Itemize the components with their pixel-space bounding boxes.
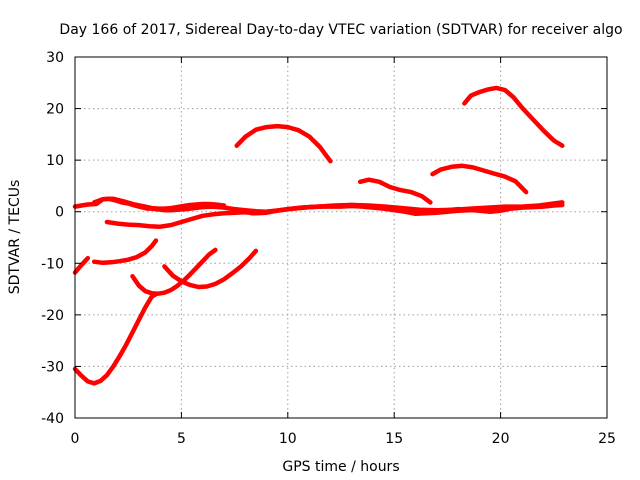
chart-title: Day 166 of 2017, Sidereal Day-to-day VTE… [59, 22, 622, 38]
series-arc-10 [234, 123, 333, 164]
y-tick-label: 0 [55, 205, 64, 221]
x-tick-label: 20 [492, 431, 510, 447]
x-tick-label: 10 [279, 431, 297, 447]
y-axis-label: SDTVAR / TECUs [7, 180, 23, 295]
y-tick-label: 10 [46, 153, 64, 169]
x-tick-label: 15 [385, 431, 403, 447]
series-arc-4 [91, 196, 227, 211]
series-arc-8 [130, 247, 218, 296]
x-tick-label: 5 [177, 431, 186, 447]
series-arc-6 [91, 238, 159, 266]
x-axis-label: GPS time / hours [282, 459, 399, 475]
series-arc-5 [72, 255, 91, 275]
y-tick-label: -30 [41, 359, 64, 375]
y-tick-label: -20 [41, 308, 64, 324]
grid [75, 57, 607, 418]
series-group [72, 85, 565, 386]
series-arc-9 [162, 248, 259, 290]
y-tick-label: 30 [46, 50, 64, 66]
series-arc-7 [72, 291, 159, 386]
x-tick-label: 25 [598, 431, 616, 447]
axis-ticks: 0 5 10 15 20 25 -40 -30 -20 -10 0 10 20 30 [41, 50, 616, 447]
series-arc-11 [357, 177, 433, 205]
y-tick-label: 20 [46, 102, 64, 118]
plot-frame [74, 56, 608, 419]
series-arc-12 [430, 163, 529, 195]
y-tick-label: -40 [41, 411, 64, 427]
x-tick-label: 0 [71, 431, 80, 447]
y-tick-label: -10 [41, 256, 64, 272]
series-arc-3 [249, 200, 565, 216]
series-arc-13 [462, 85, 565, 148]
